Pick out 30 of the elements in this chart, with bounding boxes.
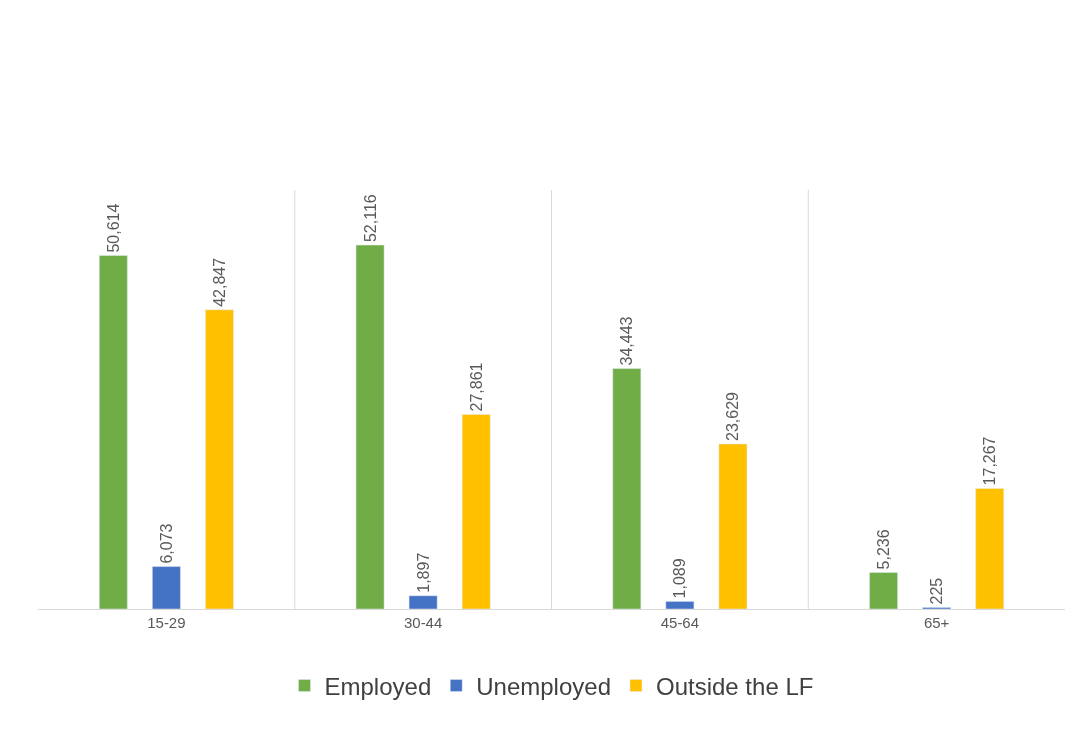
bar — [461, 414, 491, 609]
bar — [99, 255, 128, 609]
bar — [152, 566, 181, 609]
bar — [665, 601, 695, 609]
data-label: 17,267 — [981, 436, 999, 486]
x-tick-label: 65+ — [923, 614, 950, 631]
x-tick-label: 15-29 — [147, 614, 186, 631]
legend-label: Employed — [324, 672, 432, 700]
bar — [205, 309, 234, 609]
legend-label: Outside the LF — [655, 672, 814, 700]
data-label: 42,847 — [210, 257, 228, 307]
bar — [355, 244, 385, 609]
data-label: 225 — [928, 577, 946, 605]
data-label: 1,897 — [414, 552, 432, 593]
bar — [869, 572, 898, 609]
x-tick-label: 30-44 — [403, 614, 443, 631]
bar — [612, 368, 642, 609]
data-label: 50,614 — [104, 203, 122, 253]
data-label: 34,443 — [618, 316, 636, 366]
legend-label: Unemployed — [476, 672, 611, 700]
data-label: 6,073 — [157, 523, 175, 564]
data-label: 52,116 — [361, 194, 379, 243]
bar — [408, 595, 438, 609]
data-label: 5,236 — [875, 529, 893, 570]
data-label: 1,089 — [671, 558, 689, 599]
x-tick-label: 45-64 — [660, 614, 700, 631]
data-label: 27,861 — [467, 362, 485, 412]
bar — [975, 488, 1004, 609]
data-label: 23,629 — [724, 391, 742, 441]
bar — [718, 443, 748, 609]
